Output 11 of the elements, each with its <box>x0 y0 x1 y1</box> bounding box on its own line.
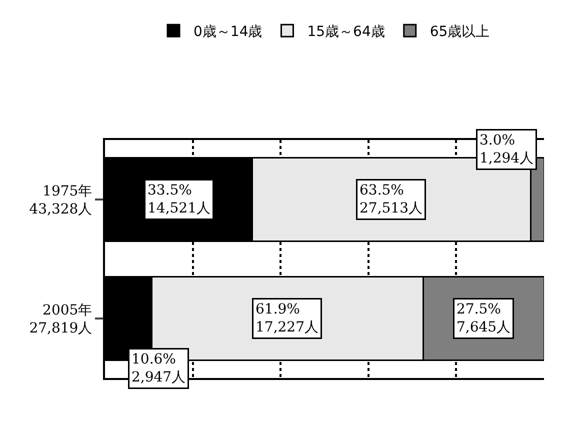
data-label: 27.5% 7,645人 <box>456 302 511 336</box>
legend-label: 15歳～64歳 <box>307 24 385 40</box>
legend-label: 65歳以上 <box>430 24 490 40</box>
data-label: 33.5% 14,521人 <box>148 182 210 217</box>
data-label: 10.6% 2,947人 <box>132 352 186 386</box>
data-label: 61.9% 17,227人 <box>256 302 318 336</box>
y-tick-label: 2005年 27,819人 <box>29 302 92 336</box>
legend-label: 0歳～14歳 <box>194 24 262 40</box>
data-label: 3.0% 1,294人 <box>480 132 534 167</box>
data-label: 63.5% 27,513人 <box>360 182 422 217</box>
y-tick-label: 1975年 43,328人 <box>29 183 92 218</box>
